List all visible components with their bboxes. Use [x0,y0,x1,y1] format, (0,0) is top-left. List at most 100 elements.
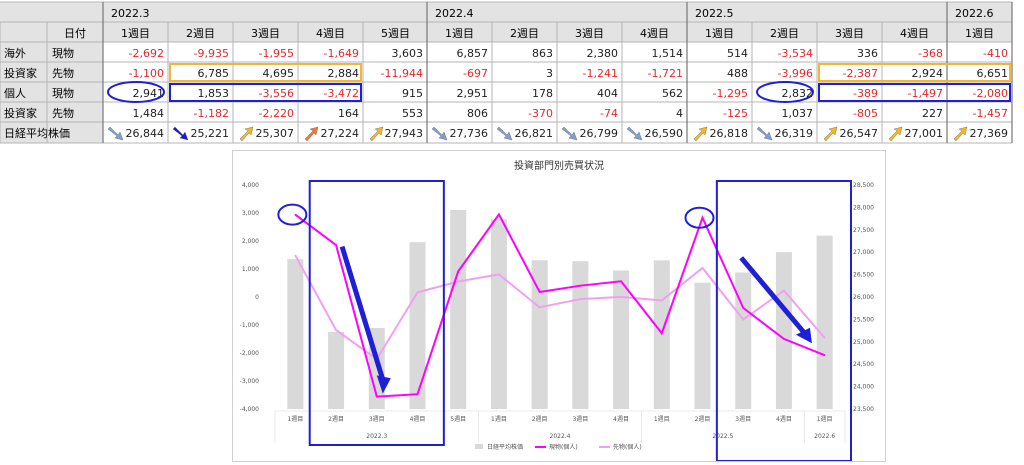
x-tick-label: 2週目 [532,415,548,423]
line-point [783,289,785,292]
legend-label: 現物(個人) [549,443,578,451]
y-left-tick: 2,000 [242,238,259,245]
x-tick-label: 1週目 [817,415,833,423]
trend-arrowhead [376,375,391,394]
month-group-label: 2022.3 [366,433,387,440]
month-group-label: 2022.6 [814,433,835,440]
value-cell: -389 [853,87,878,100]
nikkei-value: 27,369 [970,127,1009,140]
value-cell: -2,220 [259,107,294,120]
y-left-tick: 1,000 [242,266,259,273]
highlight-circle [107,81,165,103]
date-header-label: 日付 [64,27,86,40]
x-tick-label: 4週目 [776,415,792,423]
value-cell: 2,380 [587,47,619,60]
x-tick-label: 1週目 [491,415,507,423]
line-point [294,213,297,216]
week-label: 3週目 [575,27,604,40]
investor-group-label: 投資家 [4,106,37,120]
x-tick-label: 4週目 [613,415,629,423]
highlight-box [818,83,1011,102]
value-cell: 562 [662,87,683,100]
week-label: 2週目 [510,27,539,40]
week-label: 1週目 [445,27,474,40]
bar-nikkei [735,272,752,409]
value-cell: 404 [597,87,618,100]
trade-type-label: 先物 [52,106,74,120]
value-cell: 6,857 [457,47,489,60]
nikkei-value: 26,319 [775,127,814,140]
arrow-down-icon [496,126,513,141]
bar-nikkei [328,331,345,409]
arrow-shape [756,126,773,141]
line-point [742,318,745,321]
value-cell: 2,832 [782,87,814,100]
value-cell: -410 [983,47,1008,60]
value-cell: 336 [857,47,878,60]
legend-label: 日経平均株価 [487,443,523,451]
week-label: 1週目 [121,27,150,40]
trade-type-label: 現物 [52,86,74,100]
investor-group-label: 個人 [4,87,26,100]
highlight-box [818,63,1011,82]
highlight-box [169,63,362,82]
arrow-down-icon [431,126,448,141]
value-cell: 863 [532,47,553,60]
line-point [498,213,500,216]
arrow-shape [239,126,254,142]
line-point [375,395,378,398]
nikkei-value: 27,224 [321,127,360,140]
highlight-circle [756,81,814,103]
bar-nikkei [409,242,426,409]
line-point [294,254,297,257]
y-right-tick: 23,500 [853,406,874,413]
y-left-tick: -4,000 [240,406,260,413]
arrow-down-icon [626,126,643,141]
line-point [498,273,500,276]
arrow-up-icon [239,126,254,142]
value-cell: -74 [600,107,618,120]
arrow-shape [626,126,643,141]
value-cell: -697 [463,67,488,80]
y-right-tick: 25,000 [853,339,874,346]
y-right-tick: 25,500 [853,316,874,323]
arrow-down-icon [107,126,124,141]
legend-label: 先物(個人) [613,443,642,451]
nikkei-row-label: 日経平均株価 [4,126,70,140]
value-cell: 1,484 [133,107,165,120]
x-tick-label: 1週目 [654,415,670,423]
line-point [457,280,460,283]
line-point [660,332,663,335]
value-cell: 6,651 [977,67,1009,80]
trend-arrow-icon [339,245,386,381]
line-series [294,254,826,361]
y-left-tick: 3,000 [242,210,259,217]
line-point [823,354,826,357]
line-point [457,270,460,273]
nikkei-label-cell [0,122,103,143]
line-point [335,329,337,331]
nikkei-value: 26,590 [645,127,684,140]
value-cell: 1,037 [782,107,814,120]
nikkei-value: 26,821 [515,127,554,140]
week-label: 2週目 [186,27,215,40]
month-label: 2022.6 [955,7,994,20]
arrow-shape [561,126,578,141]
value-cell: -370 [528,107,553,120]
trading-chart: 投資部門別売買状況 4,000 3,000 2,000 1,000 0 -1,000 -2,0… [240,159,874,462]
x-tick-label: 3週目 [369,415,385,423]
value-cell: -2,080 [973,87,1008,100]
line-point [538,306,541,309]
arrow-up-icon [304,126,319,142]
week-label: 1週目 [705,27,734,40]
month-group-label: 2022.5 [712,433,733,440]
arrow-up-icon [888,126,903,142]
value-cell: -1,497 [908,87,943,100]
value-cell: 3,603 [392,47,424,60]
value-cell: -1,649 [324,47,359,60]
value-cell: 3 [546,67,553,80]
value-cell: 2,924 [912,67,944,80]
arrow-shape [496,126,513,141]
nikkei-value: 27,736 [450,127,489,140]
bar-nikkei [287,259,304,409]
